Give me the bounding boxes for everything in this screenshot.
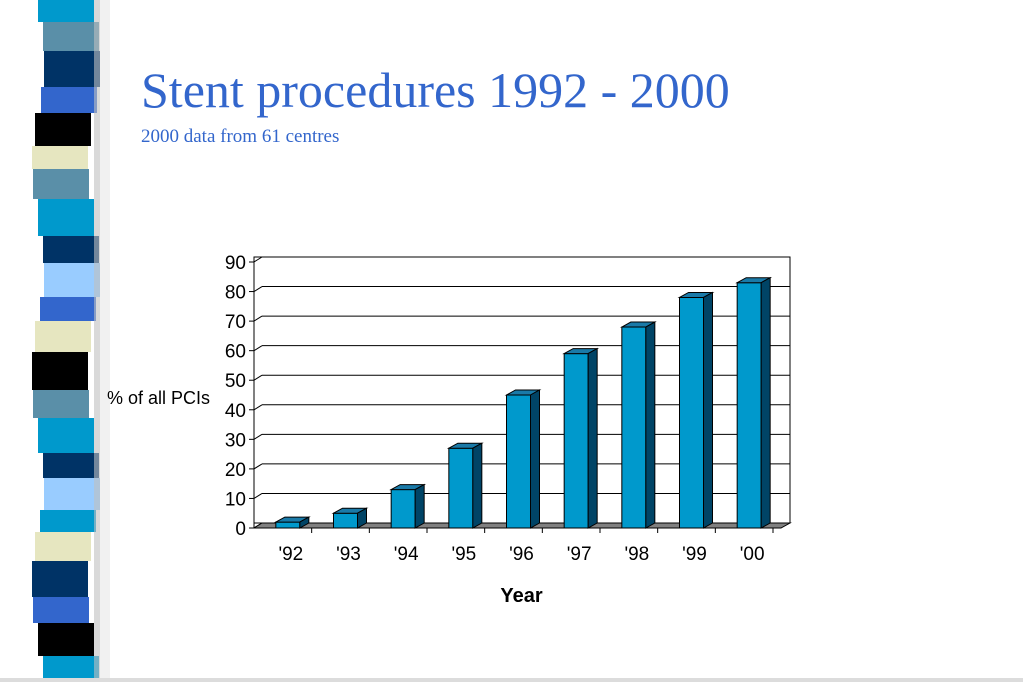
gridline-side	[253, 286, 263, 292]
bar-side	[703, 291, 713, 529]
y-tick-label: 0	[235, 519, 246, 540]
bar	[389, 483, 427, 529]
bar	[735, 276, 773, 529]
bar-side	[414, 483, 425, 529]
gridline-side	[253, 345, 263, 352]
bar-front	[679, 296, 704, 529]
gridline-side	[253, 404, 263, 411]
gridline-side	[253, 315, 263, 322]
bar-side	[472, 442, 483, 529]
y-axis-title: % of all PCIs	[107, 388, 210, 408]
gridline-side	[253, 374, 263, 381]
bottom-divider	[0, 678, 1023, 682]
x-tick-label: '00	[740, 544, 765, 565]
bar	[273, 516, 311, 529]
x-axis-title: Year	[500, 585, 542, 607]
bar	[562, 347, 600, 529]
bar-side	[760, 276, 771, 529]
bar-front	[506, 394, 531, 529]
x-tick-label: '92	[278, 544, 303, 565]
bar-front	[448, 447, 474, 529]
y-tick-label: 80	[225, 283, 246, 304]
y-tick-label: 30	[225, 430, 246, 451]
gridline-side	[253, 493, 263, 499]
bar-front	[736, 282, 762, 529]
y-tick-label: 50	[225, 371, 246, 392]
bar-front	[333, 512, 358, 529]
bar-side	[357, 507, 367, 529]
bar	[504, 389, 542, 529]
x-tick-label: '97	[567, 544, 592, 565]
gridline-side	[253, 463, 263, 470]
x-tick-label: '94	[394, 544, 419, 565]
x-tick-label: '95	[451, 544, 476, 565]
bar-front	[563, 353, 589, 529]
x-tick-label: '93	[336, 544, 361, 565]
y-tick-label: 10	[225, 489, 246, 510]
x-tick-label: '99	[682, 544, 707, 565]
gridline-side	[253, 433, 263, 440]
bar	[677, 291, 715, 529]
y-tick-label: 40	[225, 401, 246, 422]
gridline-side	[253, 256, 263, 263]
x-tick-label: '98	[624, 544, 649, 565]
bar	[619, 321, 657, 529]
bar	[446, 442, 484, 529]
bar-side	[299, 516, 310, 529]
slide-title: Stent procedures 1992 - 2000	[141, 62, 730, 118]
bar-front	[390, 489, 416, 529]
bar-front	[275, 521, 301, 529]
bar-side	[530, 389, 540, 529]
bar	[331, 507, 369, 529]
x-tick-label: '96	[509, 544, 534, 565]
y-tick-label: 70	[225, 312, 246, 333]
slide-subtitle: 2000 data from 61 centres	[141, 126, 340, 147]
bar-side	[587, 347, 598, 529]
bar-front	[621, 326, 647, 529]
y-tick-label: 20	[225, 460, 246, 481]
bar-side	[645, 321, 656, 529]
y-tick-label: 90	[225, 253, 246, 274]
decorative-stripe-border	[32, 0, 110, 682]
y-tick-label: 60	[225, 342, 246, 363]
